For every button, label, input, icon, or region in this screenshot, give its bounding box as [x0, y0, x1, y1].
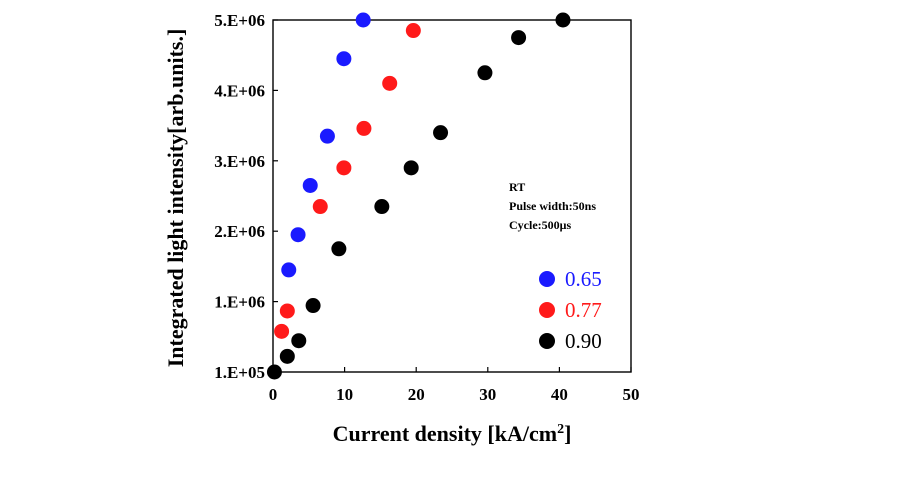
- data-points: [266, 12, 571, 380]
- data-point: [312, 199, 328, 215]
- y-tick-label: 3.E+06: [214, 152, 265, 171]
- legend: 0.65 0.77 0.90: [539, 267, 602, 353]
- x-tick-label: 40: [551, 385, 568, 404]
- x-tick-label: 0: [269, 385, 278, 404]
- series-0.65: [281, 12, 371, 278]
- y-tick-label: 4.E+06: [214, 81, 265, 100]
- x-tick-label: 30: [479, 385, 496, 404]
- legend-marker: [539, 333, 555, 349]
- data-point: [374, 199, 390, 215]
- data-point: [477, 65, 493, 81]
- legend-marker: [539, 302, 555, 318]
- data-point: [274, 323, 290, 339]
- data-point: [279, 348, 295, 364]
- data-point: [290, 227, 306, 243]
- y-axis-ticks: 1.E+05 1.E+06 2.E+06 3.E+06 4.E+06 5.E+06: [214, 11, 278, 382]
- data-point: [403, 160, 419, 176]
- y-tick-label: 2.E+06: [214, 222, 265, 241]
- x-axis-ticks: 0 10 20 30 40 50: [269, 367, 640, 404]
- x-tick-label: 50: [623, 385, 640, 404]
- legend-label: 0.90: [565, 329, 602, 353]
- annotation-line: Pulse width:50ns: [509, 199, 596, 213]
- data-point: [331, 241, 347, 257]
- x-tick-label: 20: [408, 385, 425, 404]
- y-tick-label: 5.E+06: [214, 11, 265, 30]
- annotation-line: Cycle:500μs: [509, 218, 571, 232]
- data-point: [291, 333, 307, 349]
- data-point: [305, 298, 321, 314]
- plot-frame: [272, 19, 632, 373]
- data-point: [336, 160, 352, 176]
- data-point: [279, 303, 295, 319]
- data-point: [336, 51, 352, 67]
- data-point: [356, 120, 372, 136]
- x-axis-title: Current density [kA/cm2]: [333, 421, 572, 446]
- conditions-annotation: RT Pulse width:50ns Cycle:500μs: [509, 180, 596, 232]
- legend-marker: [539, 271, 555, 287]
- data-point: [511, 30, 527, 46]
- data-point: [433, 125, 449, 141]
- data-point: [266, 364, 282, 380]
- y-tick-label: 1.E+06: [214, 293, 265, 312]
- y-tick-label: 1.E+05: [214, 363, 265, 382]
- plot-area-border: [272, 19, 632, 373]
- data-point: [302, 177, 318, 193]
- data-point: [405, 23, 421, 39]
- data-point: [555, 12, 571, 28]
- legend-label: 0.77: [565, 298, 602, 322]
- data-point: [382, 75, 398, 91]
- data-point: [355, 12, 371, 28]
- data-point: [319, 128, 335, 144]
- data-point: [281, 262, 297, 278]
- legend-label: 0.65: [565, 267, 602, 291]
- y-axis-title: Integrated light intensity[arb.units.]: [163, 29, 188, 368]
- annotation-line: RT: [509, 180, 525, 194]
- x-tick-label: 10: [336, 385, 353, 404]
- series-0.90: [266, 12, 571, 380]
- series-0.77: [274, 23, 421, 339]
